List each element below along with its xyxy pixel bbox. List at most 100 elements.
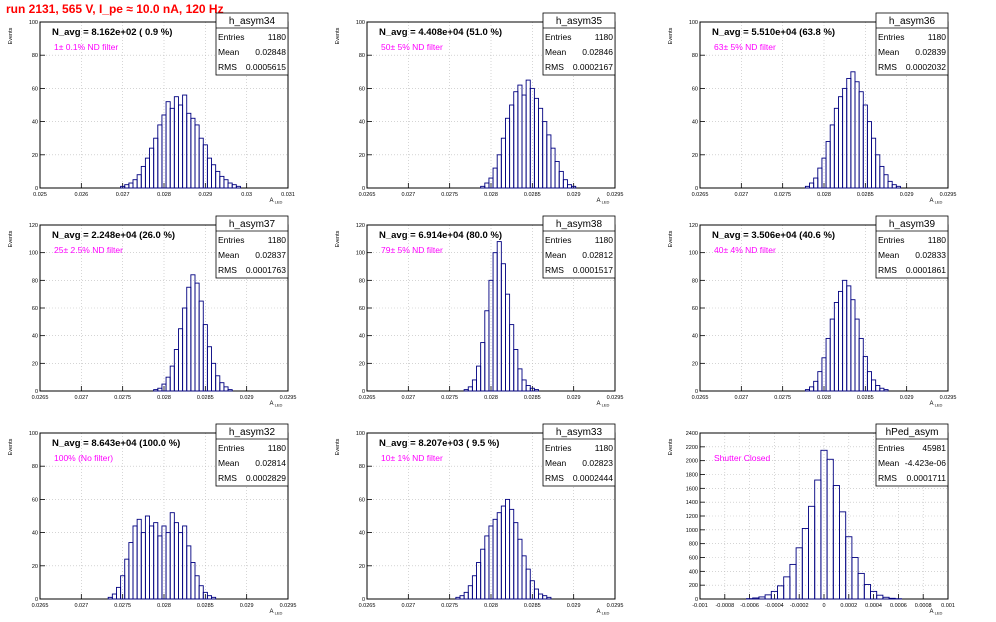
panel-h_asym32: 0.0265 0.027 0.0275 0.028 0.0285 0.029 0.0295 0… [8, 423, 296, 616]
y-tick-label: 40 [359, 334, 365, 340]
histogram-bin [194, 575, 200, 600]
histogram-bin [149, 147, 155, 189]
histogram-bin [227, 182, 233, 189]
histogram-bin [826, 458, 834, 600]
stats-value: 0.02837 [255, 250, 286, 260]
x-tick-label: 0.028 [484, 603, 498, 609]
histogram-bin [467, 585, 473, 600]
stats-title: h_asym33 [556, 427, 603, 438]
x-tick-label: 0.0295 [280, 395, 297, 401]
y-tick-label: 60 [692, 86, 698, 92]
x-tick-label: 0.0295 [607, 395, 624, 401]
x-tick-label: 0.0295 [607, 192, 624, 198]
histogram-bin [513, 349, 519, 392]
y-tick-label: 100 [689, 251, 698, 257]
y-tick-label: 40 [359, 531, 365, 537]
y-axis-label: Events [8, 27, 14, 44]
histogram-bin [165, 101, 171, 189]
histogram-bin [476, 562, 482, 600]
histogram-bin [169, 107, 175, 189]
histogram-bin [144, 157, 150, 189]
x-tick-label: 0.0275 [441, 395, 458, 401]
histogram-bin [854, 81, 860, 189]
histogram-bin [463, 591, 469, 600]
histogram-bin [215, 375, 221, 392]
histogram-bin [883, 174, 889, 189]
x-tick-label: -0.001 [692, 603, 708, 609]
histogram-bin [817, 167, 823, 189]
y-tick-label: 100 [356, 20, 365, 26]
histogram-bin [178, 328, 184, 392]
x-tick-label: 0.0265 [359, 603, 376, 609]
histogram-bin [136, 174, 142, 189]
stats-title: h_asym32 [229, 427, 276, 438]
stats-label: Mean [878, 250, 900, 260]
histogram-bin [804, 185, 810, 189]
x-axis-label: A LED [597, 401, 610, 408]
histogram-bin [558, 170, 564, 189]
panel-h_asym39: 0.0265 0.027 0.0275 0.028 0.0285 0.029 0.0295 0… [668, 215, 956, 408]
histogram-bin [182, 307, 188, 392]
histogram-bin [758, 596, 766, 600]
histogram-bin [752, 597, 760, 600]
stats-value: 0.0002167 [573, 62, 613, 72]
histogram-bin [879, 387, 885, 392]
stats-value: 0.0005615 [246, 62, 286, 72]
x-tick-label: 0.0285 [524, 192, 541, 198]
histogram-bin [505, 498, 511, 600]
x-tick-label: 0.0275 [441, 192, 458, 198]
histogram-bin [182, 525, 188, 600]
histogram-bin [223, 179, 229, 189]
histogram-bin [471, 379, 477, 392]
x-tick-label: 0.029 [240, 395, 254, 401]
y-tick-label: 20 [359, 564, 365, 570]
stats-label: Mean [218, 47, 240, 57]
x-tick-label: 0.0275 [774, 192, 791, 198]
x-tick-label: 0.027 [74, 395, 88, 401]
histogram-bin [198, 137, 204, 189]
y-tick-label: 120 [689, 223, 698, 229]
stats-box [542, 12, 616, 76]
histogram-bin [525, 568, 531, 600]
histogram-bin [871, 379, 877, 392]
filter-annotation: 10± 1% ND filter [381, 453, 443, 463]
panel-h_asym38: 0.0265 0.027 0.0275 0.028 0.0285 0.029 0.0295 0… [335, 215, 624, 408]
y-tick-label: 100 [29, 20, 38, 26]
y-tick-label: 40 [359, 120, 365, 126]
stats-box [215, 423, 289, 487]
histogram-bin [182, 94, 188, 189]
y-tick-label: 100 [356, 431, 365, 437]
stats-box [542, 215, 616, 279]
histogram-bin [533, 588, 539, 600]
histogram-bin [157, 387, 163, 392]
y-tick-label: 80 [692, 278, 698, 284]
x-tick-label: 0.028 [157, 192, 171, 198]
histogram-bin [165, 376, 171, 392]
panel-h_asym37: 0.0265 0.027 0.0275 0.028 0.0285 0.029 0.0295 0… [8, 215, 297, 408]
y-tick-label: 100 [356, 251, 365, 257]
y-tick-label: 0 [35, 597, 38, 603]
histogram-bin [215, 170, 221, 189]
histogram-bin [169, 365, 175, 392]
histogram-bin [480, 185, 486, 189]
histogram-bin [825, 337, 831, 392]
histogram-bin [492, 167, 498, 189]
histogram-bin [500, 505, 506, 600]
y-tick-label: 20 [32, 564, 38, 570]
x-tick-label: 0.0285 [524, 603, 541, 609]
x-tick-label: 0.0265 [692, 192, 709, 198]
histogram-bin [140, 532, 146, 600]
histogram-bin [857, 572, 865, 600]
y-tick-label: 20 [32, 153, 38, 159]
histogram-bin [517, 84, 523, 189]
stats-label: Mean [545, 458, 567, 468]
stats-label: RMS [545, 473, 564, 483]
panel-h_asym34: 0.025 0.026 0.027 0.028 0.029 0.03 0.031 0 20 40 6… [8, 12, 295, 205]
histogram-bin [814, 479, 822, 600]
stats-value: 0.02823 [582, 458, 613, 468]
y-tick-label: 200 [689, 583, 698, 589]
histogram-bin [858, 91, 864, 189]
histogram-bin [190, 562, 196, 600]
x-tick-label: 0.029 [240, 603, 254, 609]
navg-label: N_avg = 6.914e+04 (80.0 %) [379, 230, 502, 241]
